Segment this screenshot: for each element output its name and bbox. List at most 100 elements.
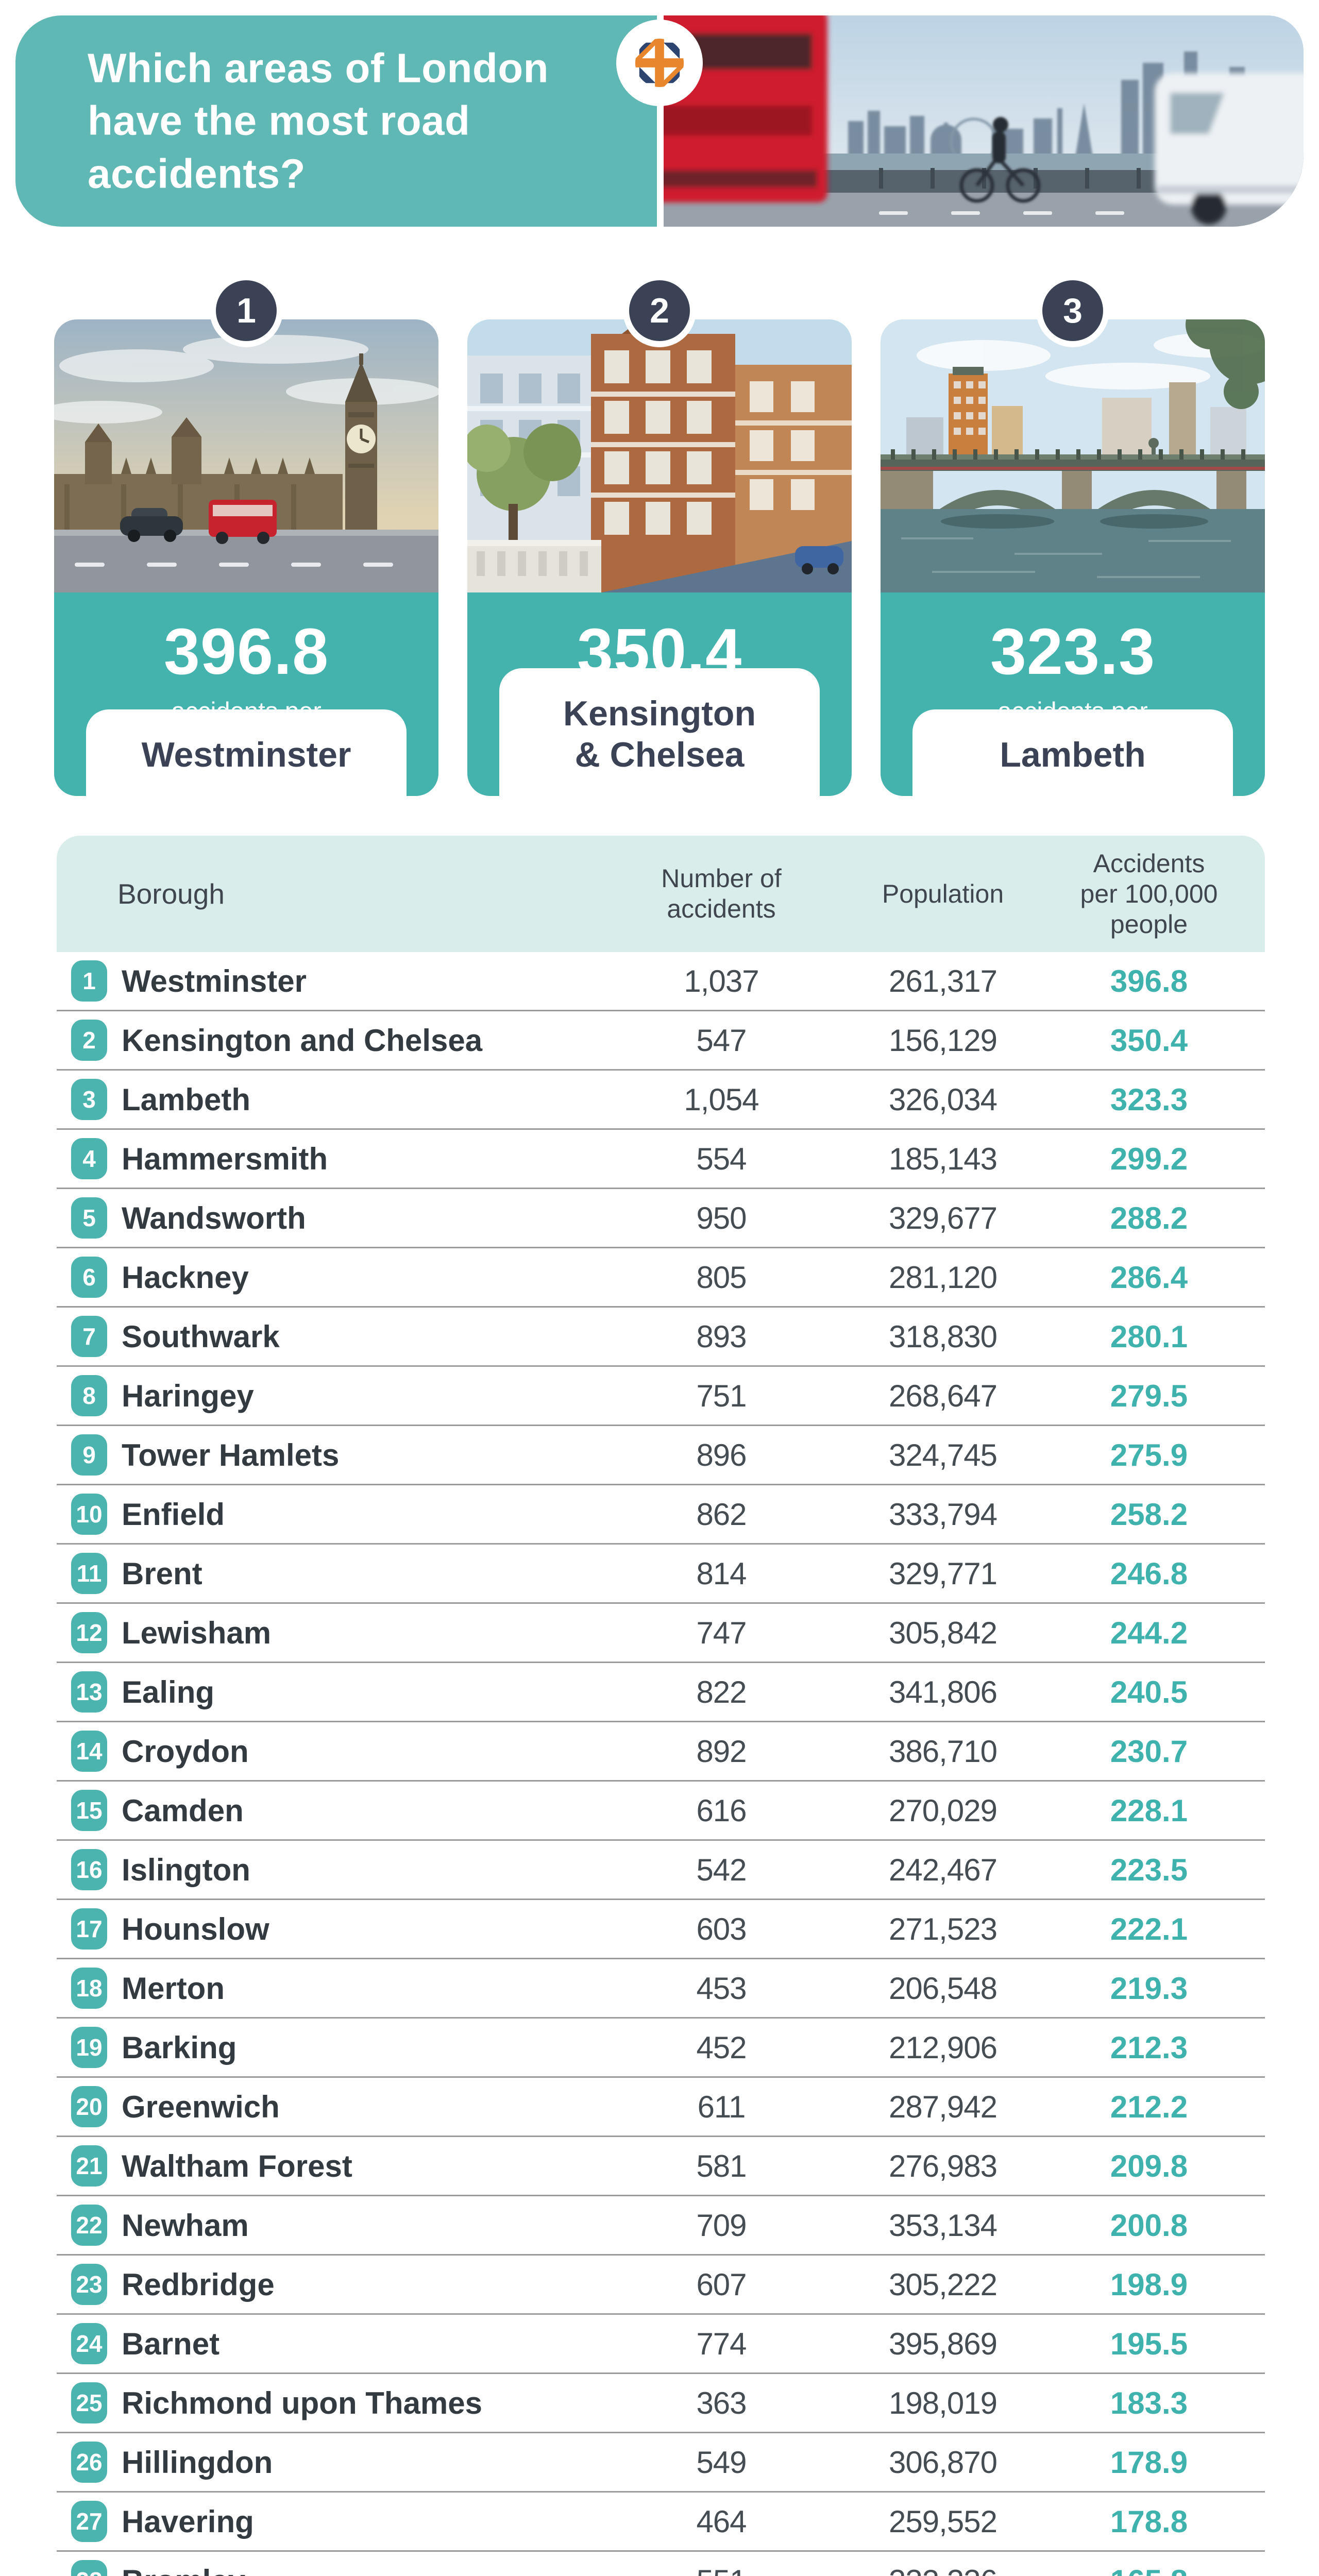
big-ben	[345, 353, 377, 537]
population-value: 306,870	[889, 2445, 997, 2480]
population-value: 386,710	[889, 1734, 997, 1769]
accidents-value: 616	[696, 1793, 747, 1828]
population-value: 332,336	[835, 2563, 1051, 2576]
table-row: 18 Merton 453 206,548 219.3	[57, 1959, 1265, 2019]
road	[601, 541, 852, 592]
table-row: 21 Waltham Forest 581 276,983 209.8	[57, 2137, 1265, 2196]
borough-name: Hounslow	[122, 1911, 269, 1946]
borough-name: Tower Hamlets	[122, 1437, 340, 1472]
population-value: 156,129	[889, 1023, 997, 1058]
accidents-value: 751	[696, 1378, 747, 1413]
population-value: 212,906	[889, 2030, 997, 2065]
borough-name: Greenwich	[122, 2089, 280, 2124]
header: Which areas of London have the most road…	[15, 15, 1304, 227]
rate-value: 178.8	[1110, 2504, 1188, 2539]
title-line: accidents?	[88, 150, 306, 197]
table-row: 13 Ealing 822 341,806 240.5	[57, 1663, 1265, 1722]
tree-foreground	[1186, 319, 1265, 409]
accidents-value: 896	[696, 1437, 747, 1472]
header-borough: Borough	[117, 878, 225, 910]
population-value: 281,120	[889, 1260, 997, 1295]
table-row: 7 Southwark 893 318,830 280.1	[57, 1308, 1265, 1367]
table-row: 8 Haringey 751 268,647 279.5	[57, 1367, 1265, 1426]
borough-name: Waltham Forest	[122, 2148, 352, 2183]
rate-value: 350.4	[1110, 1023, 1188, 1058]
rate-value: 209.8	[1110, 2148, 1188, 2183]
borough-name: Hackney	[122, 1260, 249, 1295]
accidents-value: 893	[696, 1319, 747, 1354]
accidents-value: 453	[696, 1971, 747, 2006]
borough-name: Ealing	[122, 1674, 215, 1709]
rank-badge: 28	[71, 2560, 107, 2576]
rank-badge: 22	[71, 2205, 107, 2246]
table-header: Borough Number of accidents Population A…	[57, 836, 1265, 952]
accidents-value: 1,037	[684, 963, 759, 998]
london-traffic-photo	[664, 15, 1304, 227]
table-row: 28 Bromley 551 332,336 165.8	[57, 2552, 1265, 2576]
rank-badge: 4	[71, 1138, 107, 1179]
rank-badge: 2	[71, 1020, 107, 1061]
table-row: 16 Islington 542 242,467 223.5	[57, 1841, 1265, 1900]
car-silhouette	[120, 508, 183, 542]
tree	[467, 423, 581, 547]
borough-name: Barnet	[122, 2326, 220, 2361]
rank-badge: 19	[71, 2027, 107, 2068]
accidents-value: 547	[696, 1023, 747, 1058]
rate-value: 200.8	[1110, 2208, 1188, 2243]
accidents-value: 542	[696, 1852, 747, 1887]
rate-value: 275.9	[1110, 1437, 1188, 1472]
rate-value: 212.3	[1110, 2030, 1188, 2065]
population-value: 341,806	[889, 1674, 997, 1709]
table-row: 25 Richmond upon Thames 363 198,019 183.…	[57, 2374, 1265, 2433]
rate-value: 244.2	[1110, 1615, 1188, 1650]
rank-1-badge: 1	[210, 274, 283, 347]
population-value: 276,983	[889, 2148, 997, 2183]
rank-badge: 16	[71, 1849, 107, 1890]
rate-value: 258.2	[1110, 1497, 1188, 1532]
accidents-value: 709	[696, 2208, 747, 2243]
title-line: Which areas of London	[88, 45, 549, 91]
table-row: 6 Hackney 805 281,120 286.4	[57, 1248, 1265, 1308]
rate-value: 279.5	[1110, 1378, 1188, 1413]
table-row: 9 Tower Hamlets 896 324,745 275.9	[57, 1426, 1265, 1485]
table-row: 22 Newham 709 353,134 200.8	[57, 2196, 1265, 2256]
rank-badge: 7	[71, 1316, 107, 1357]
rank-badge: 6	[71, 1257, 107, 1298]
red-bus-small	[209, 500, 277, 544]
population-value: 287,942	[889, 2089, 997, 2124]
population-value: 333,794	[889, 1497, 997, 1532]
rank-badge: 21	[71, 2145, 107, 2187]
rate-value: 323.3	[990, 615, 1156, 688]
borough-name: Richmond upon Thames	[122, 2385, 483, 2420]
rank-badge: 24	[71, 2323, 107, 2364]
borough-name: Merton	[122, 1971, 225, 2006]
rate-value: 212.2	[1110, 2089, 1188, 2124]
card-westminster: 1	[54, 274, 438, 796]
cyclist-silhouette	[959, 117, 1041, 203]
borough-card-name: Kensington & Chelsea	[563, 693, 756, 774]
rank-badge: 26	[71, 2442, 107, 2483]
header-accidents: Number of accidents	[661, 864, 782, 923]
rank-badge: 14	[71, 1731, 107, 1772]
rank-badge: 18	[71, 1968, 107, 2009]
population-value: 268,647	[889, 1378, 997, 1413]
accidents-value: 1,054	[684, 1082, 759, 1117]
parliament-silhouette	[54, 417, 343, 537]
accidents-value: 554	[696, 1141, 747, 1176]
rank-badge: 17	[71, 1908, 107, 1950]
rank-badge: 10	[71, 1494, 107, 1535]
borough-name: Havering	[122, 2504, 254, 2539]
westminster-photo	[54, 319, 438, 592]
accidents-value: 549	[696, 2445, 747, 2480]
card-name-pill: Westminster	[86, 709, 407, 796]
accidents-value: 774	[696, 2326, 747, 2361]
rate-value: 178.9	[1110, 2445, 1188, 2480]
blue-car	[795, 546, 843, 574]
accidents-value: 822	[696, 1674, 747, 1709]
rank-badge: 1	[71, 960, 107, 1002]
table-row: 26 Hillingdon 549 306,870 178.9	[57, 2433, 1265, 2493]
borough-table: Borough Number of accidents Population A…	[57, 836, 1265, 2576]
accidents-value: 551	[608, 2563, 835, 2576]
population-value: 318,830	[889, 1319, 997, 1354]
